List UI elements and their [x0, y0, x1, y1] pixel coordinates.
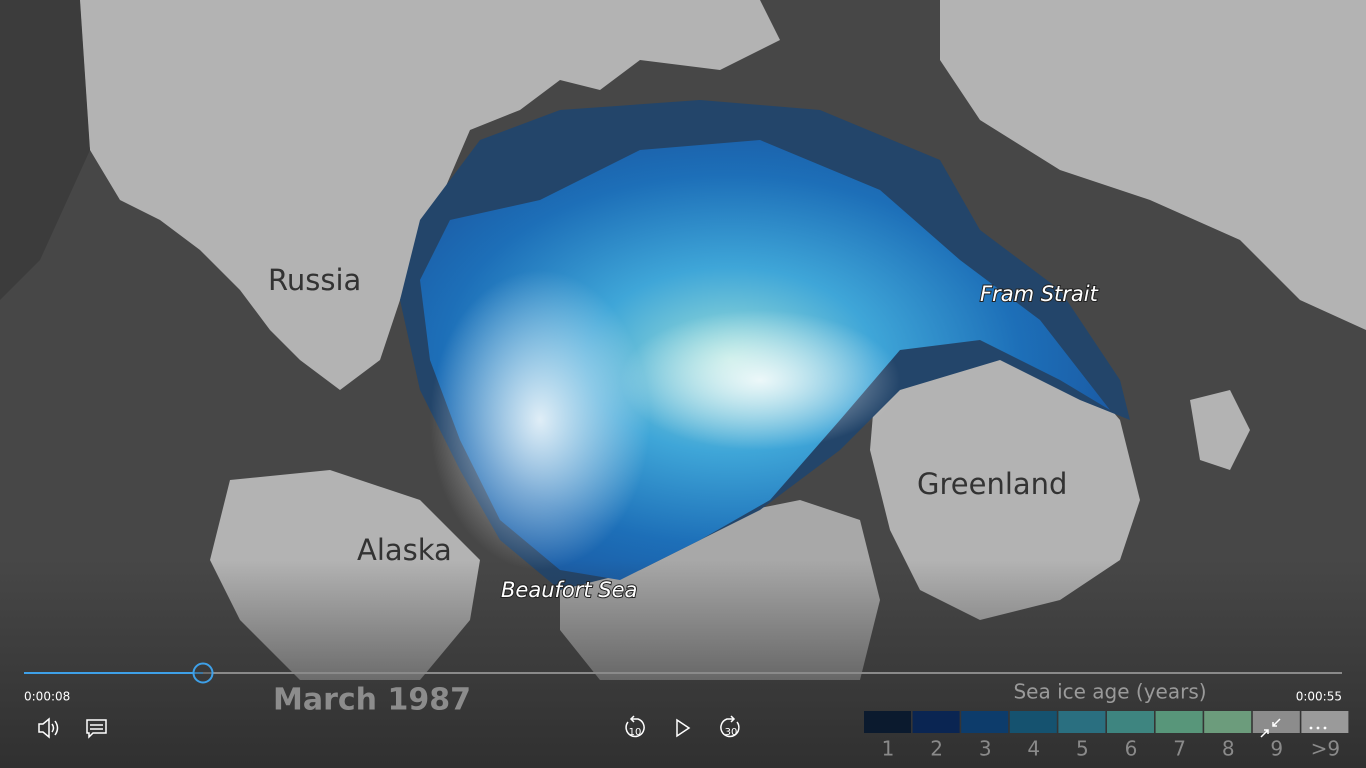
legend-label: 8 — [1222, 737, 1235, 761]
legend-swatch — [1009, 711, 1057, 733]
legend-label: 2 — [930, 737, 943, 761]
play-button[interactable] — [676, 718, 691, 738]
map-label: Russia — [268, 263, 361, 297]
more-button[interactable] — [1309, 726, 1327, 730]
forward-30-button[interactable]: 30 — [720, 715, 740, 738]
legend-label: 7 — [1173, 737, 1186, 761]
legend-swatch — [1107, 711, 1154, 733]
progress-thumb[interactable] — [192, 662, 214, 684]
time-total: 0:00:55 — [1296, 690, 1342, 704]
legend-label: >9 — [1311, 737, 1340, 761]
legend-swatch — [1155, 711, 1203, 733]
legend-swatch — [961, 711, 1009, 733]
legend-label: 3 — [979, 737, 992, 761]
date-caption: March 1987 — [273, 683, 471, 718]
legend-label: 4 — [1027, 737, 1040, 761]
legend-swatch — [1301, 711, 1349, 733]
sea-west — [0, 0, 90, 300]
controls-shade — [0, 560, 1366, 768]
legend-label: 9 — [1270, 737, 1283, 761]
map-label: Fram Strait — [980, 282, 1099, 306]
legend-swatch — [1058, 711, 1106, 733]
rewind-10-button[interactable]: 10 — [625, 715, 645, 738]
volume-button[interactable] — [38, 717, 59, 739]
svg-text:10: 10 — [629, 727, 642, 738]
land-russia — [70, 0, 780, 390]
land-island — [1190, 390, 1250, 470]
svg-text:30: 30 — [725, 727, 738, 738]
legend-label: 6 — [1125, 737, 1138, 761]
legend-swatch — [1204, 711, 1252, 733]
legend-label: 5 — [1076, 737, 1089, 761]
map-labels: Russia Alaska Greenland Fram Strait Beaufort… — [268, 263, 1100, 603]
map-label: Greenland — [917, 467, 1067, 501]
sea-ice-old — [430, 270, 650, 570]
legend-swatch — [864, 711, 911, 733]
legend-swatch — [912, 711, 960, 733]
sea-ice-old — [620, 310, 900, 450]
map-label: Beaufort Sea — [501, 578, 637, 602]
legend-label: 1 — [882, 737, 895, 761]
exit-fullscreen-button[interactable] — [1260, 718, 1281, 738]
land-scandinavia — [940, 0, 1366, 330]
legend: 1 2 3 4 5 6 7 8 9 >9 — [864, 711, 1349, 761]
time-elapsed: 0:00:08 — [24, 690, 70, 704]
captions-button[interactable] — [86, 719, 107, 739]
map-label: Alaska — [357, 533, 452, 567]
legend-title: Sea ice age (years) — [1013, 680, 1206, 704]
